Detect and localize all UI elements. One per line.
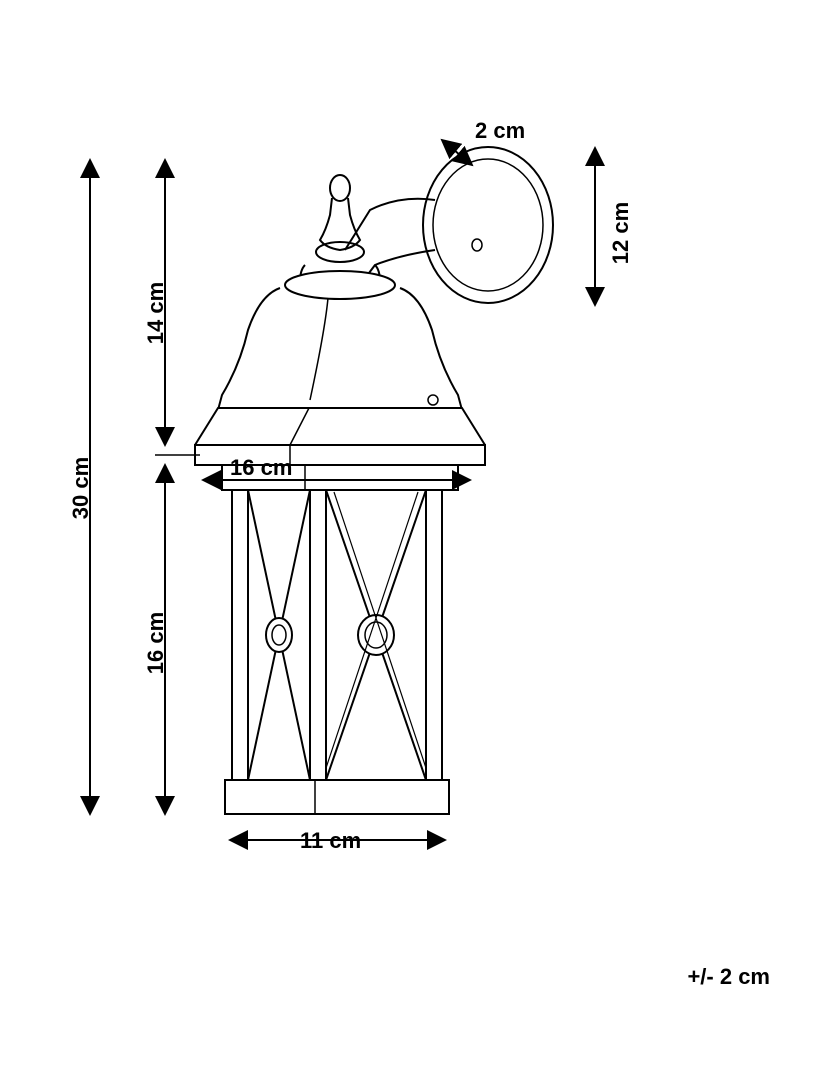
lantern-base: [225, 780, 449, 814]
label-mount-depth: 2 cm: [475, 118, 525, 144]
label-total-height: 30 cm: [68, 457, 94, 519]
lantern-drawing: [0, 0, 830, 1080]
tolerance-label: +/- 2 cm: [687, 964, 770, 990]
wall-mount: [423, 147, 553, 303]
label-base-width: 11 cm: [300, 828, 361, 854]
lantern-body: [232, 490, 442, 780]
diagram-container: 30 cm 14 cm 16 cm 2 cm 12 cm 16 cm 11 cm…: [0, 0, 830, 1080]
finial: [316, 175, 364, 262]
dim-mount-depth: [442, 140, 472, 165]
label-mount-height: 12 cm: [608, 202, 634, 264]
label-cap-width: 16 cm: [230, 455, 292, 481]
label-upper-height: 14 cm: [143, 282, 169, 344]
label-lower-height: 16 cm: [143, 612, 169, 674]
dome-cap: [218, 265, 462, 410]
